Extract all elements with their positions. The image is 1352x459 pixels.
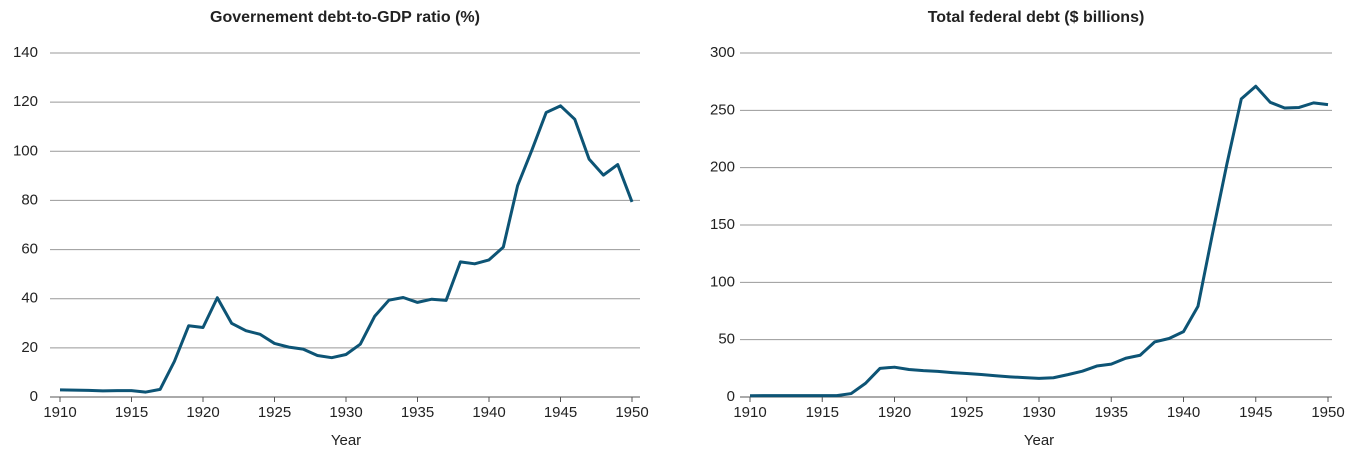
y-tick-label: 140 xyxy=(13,44,38,61)
x-tick-label: 1950 xyxy=(1311,404,1344,421)
y-tick-label: 80 xyxy=(21,191,38,208)
data-line xyxy=(749,84,1329,398)
y-tick-label: 50 xyxy=(718,331,735,348)
x-tick-label: 1935 xyxy=(1095,404,1128,421)
x-tick-label: 1935 xyxy=(401,404,434,421)
x-axis-label: Year xyxy=(1024,432,1054,449)
x-tick-label: 1930 xyxy=(1022,404,1055,421)
data-line xyxy=(59,104,634,394)
y-tick-label: 300 xyxy=(710,44,735,61)
y-tick-label: 0 xyxy=(727,388,735,405)
x-tick-label: 1945 xyxy=(544,404,577,421)
x-tick-label: 1925 xyxy=(950,404,983,421)
y-tick-label: 40 xyxy=(21,290,38,307)
x-tick-label: 1940 xyxy=(472,404,505,421)
x-tick-label: 1945 xyxy=(1239,404,1272,421)
x-tick-label: 1925 xyxy=(258,404,291,421)
y-tick-label: 120 xyxy=(13,93,38,110)
x-tick-label: 1910 xyxy=(733,404,766,421)
y-tick-label: 200 xyxy=(710,159,735,176)
x-tick-label: 1940 xyxy=(1167,404,1200,421)
chart-title: Governement debt-to-GDP ratio (%) xyxy=(210,9,480,26)
y-tick-label: 100 xyxy=(13,142,38,159)
x-tick-label: 1920 xyxy=(878,404,911,421)
y-tick-label: 60 xyxy=(21,241,38,258)
x-tick-label: 1930 xyxy=(329,404,362,421)
chart-title: Total federal debt ($ billions) xyxy=(928,9,1145,26)
y-tick-label: 250 xyxy=(710,101,735,118)
x-tick-label: 1915 xyxy=(115,404,148,421)
x-axis-label: Year xyxy=(331,432,361,449)
y-tick-label: 100 xyxy=(710,273,735,290)
x-tick-label: 1910 xyxy=(43,404,76,421)
y-tick-label: 0 xyxy=(30,388,38,405)
x-tick-label: 1950 xyxy=(615,404,648,421)
x-tick-label: 1915 xyxy=(806,404,839,421)
y-tick-label: 150 xyxy=(710,216,735,233)
y-tick-label: 20 xyxy=(21,339,38,356)
x-tick-label: 1920 xyxy=(186,404,219,421)
